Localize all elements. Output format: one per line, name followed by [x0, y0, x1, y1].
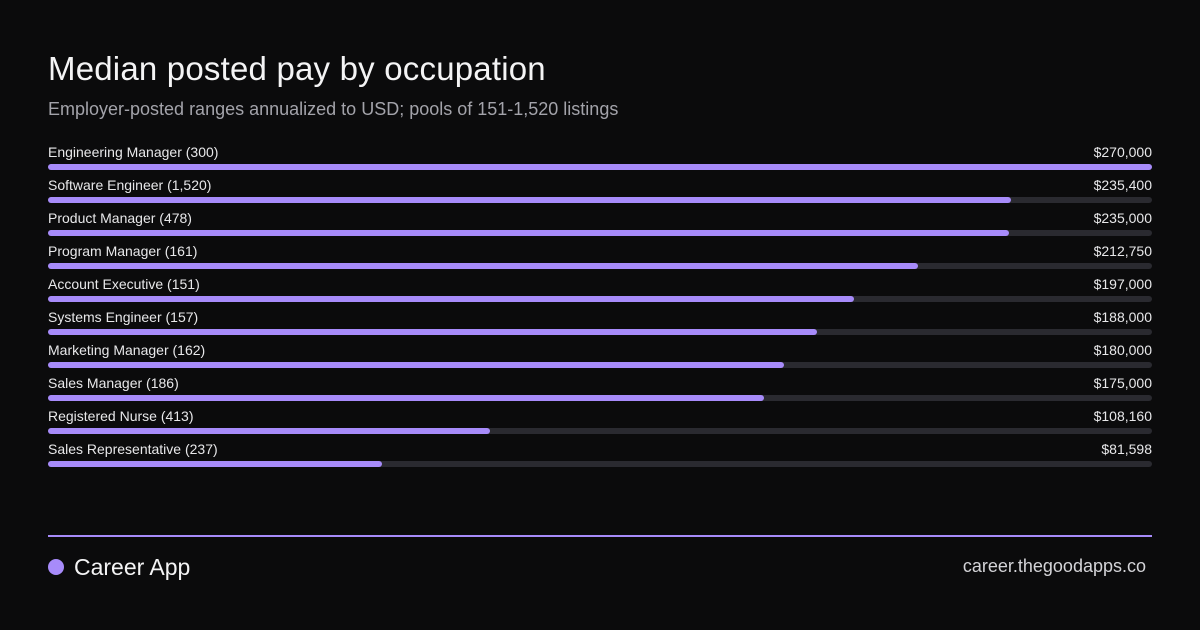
bar-value-label: $212,750 [1093, 243, 1152, 259]
bar-value-label: $81,598 [1101, 441, 1152, 457]
bar-label: Registered Nurse (413) [48, 408, 194, 424]
bar-row: Systems Engineer (157) $188,000 [48, 309, 1152, 342]
bar [48, 461, 382, 467]
bar [48, 428, 490, 434]
chart-title: Median posted pay by occupation [48, 50, 546, 87]
bar-label: Marketing Manager (162) [48, 342, 206, 358]
bar-row: Marketing Manager (162) $180,000 [48, 342, 1152, 375]
bar-track [48, 428, 1152, 434]
bar-track [48, 197, 1152, 203]
footer-divider [48, 535, 1152, 537]
bar [48, 395, 764, 401]
bar-chart: Engineering Manager (300) $270,000 Softwar… [48, 144, 1152, 474]
bar-label: Program Manager (161) [48, 243, 198, 259]
bar-row: Sales Representative (237) $81,598 [48, 441, 1152, 474]
bar [48, 329, 817, 335]
bar-track [48, 230, 1152, 236]
bar-label: Account Executive (151) [48, 276, 200, 292]
bar-track [48, 329, 1152, 335]
site-url[interactable]: career.thegoodapps.co [962, 556, 1146, 576]
bar [48, 296, 854, 302]
bar-label: Sales Representative (237) [48, 441, 218, 457]
bar-value-label: $175,000 [1093, 375, 1152, 391]
bar-label: Sales Manager (186) [48, 375, 179, 391]
bar-row: Program Manager (161) $212,750 [48, 243, 1152, 276]
bar-track [48, 461, 1152, 467]
bar-track [48, 164, 1152, 170]
bar-value-label: $235,000 [1093, 210, 1152, 226]
bar-row: Sales Manager (186) $175,000 [48, 375, 1152, 408]
brand-dot-icon [48, 559, 64, 575]
bar-row: Software Engineer (1,520) $235,400 [48, 177, 1152, 210]
bar-row: Product Manager (478) $235,000 [48, 210, 1152, 243]
bar-label: Systems Engineer (157) [48, 309, 199, 325]
bar [48, 362, 784, 368]
bar-value-label: $197,000 [1093, 276, 1152, 292]
bar-label: Product Manager (478) [48, 210, 192, 226]
bar-value-label: $235,400 [1093, 177, 1152, 193]
bar-value-label: $108,160 [1093, 408, 1152, 424]
brand[interactable]: Career App [48, 552, 190, 582]
bar-value-label: $180,000 [1093, 342, 1152, 358]
brand-name: Career App [74, 553, 191, 580]
bar [48, 197, 1011, 203]
bar-label: Engineering Manager (300) [48, 144, 219, 160]
bar [48, 164, 1152, 170]
bar-track [48, 263, 1152, 269]
bar-track [48, 296, 1152, 302]
chart-subtitle: Employer-posted ranges annualized to USD… [48, 99, 619, 119]
bar-row: Account Executive (151) $197,000 [48, 276, 1152, 309]
bar [48, 230, 1009, 236]
bar-row: Engineering Manager (300) $270,000 [48, 144, 1152, 177]
bar-row: Registered Nurse (413) $108,160 [48, 408, 1152, 441]
bar-value-label: $188,000 [1093, 309, 1152, 325]
bar-value-label: $270,000 [1093, 144, 1152, 160]
bar-track [48, 395, 1152, 401]
bar [48, 263, 918, 269]
bar-track [48, 362, 1152, 368]
bar-label: Software Engineer (1,520) [48, 177, 212, 193]
